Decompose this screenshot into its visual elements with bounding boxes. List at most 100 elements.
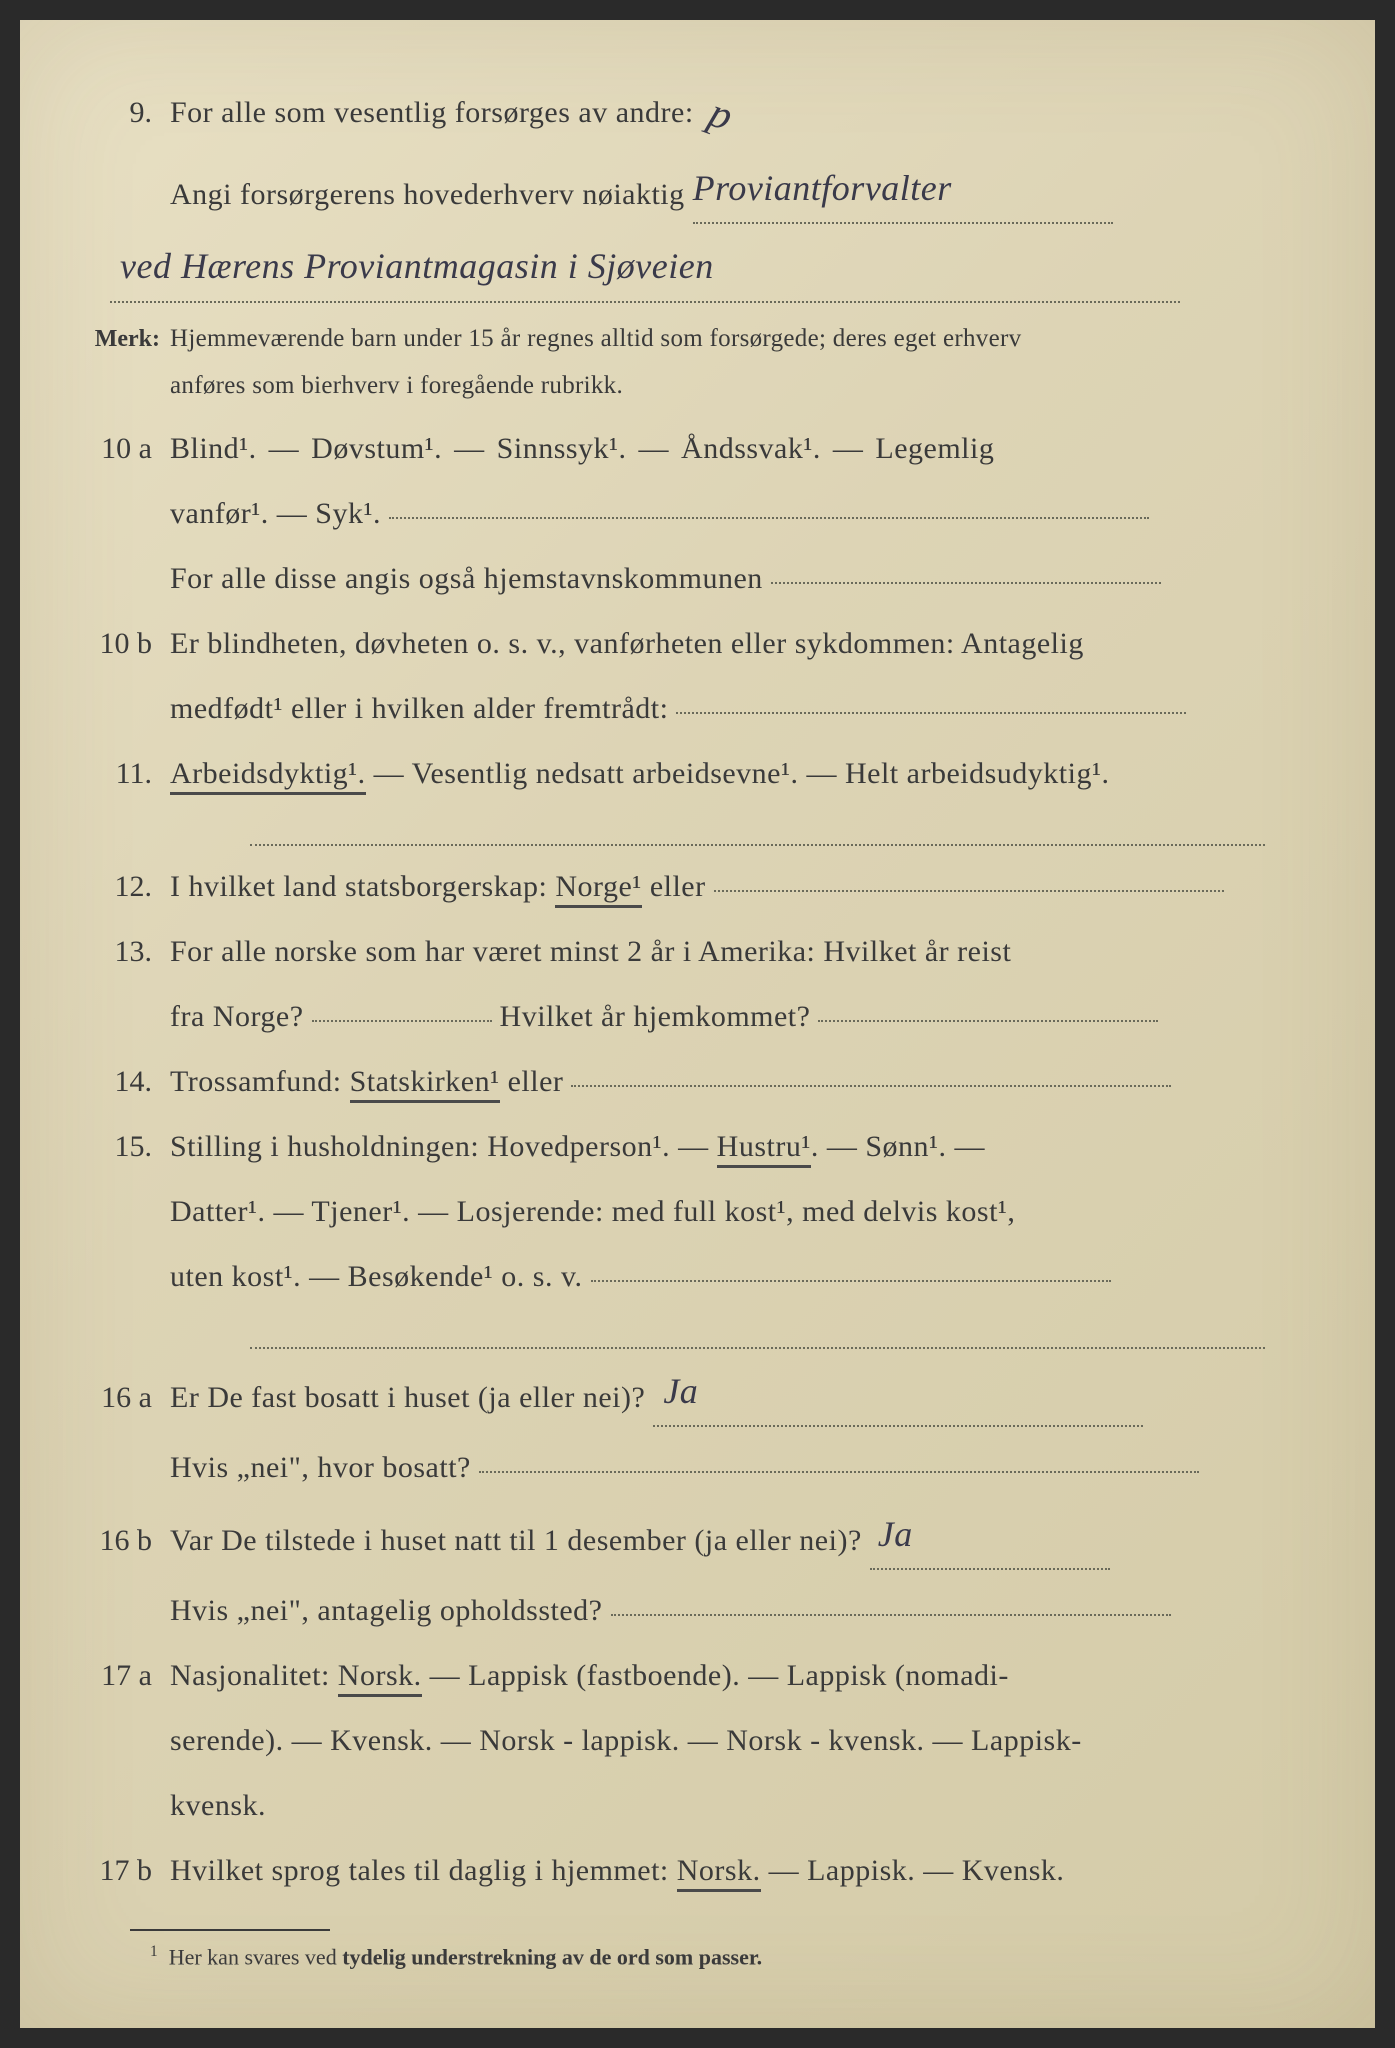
q16a-blank: Ja <box>653 1357 1143 1427</box>
q10a-line1: 10 a Blind¹. — Døvstum¹. — Sinnssyk¹. — … <box>90 420 1305 477</box>
q15-a: Stilling i husholdningen: Hovedperson¹. … <box>170 1130 717 1163</box>
q9-handwriting-1: Proviantforvalter <box>693 154 952 222</box>
q15-line2: Datter¹. — Tjener¹. — Losjerende: med fu… <box>90 1183 1305 1240</box>
q12-a: I hvilket land statsborgerskap: <box>170 870 555 903</box>
q16b-number: 16 b <box>90 1512 170 1569</box>
q13-text2a: fra Norge? <box>170 1000 304 1033</box>
q17a-line2: serende). — Kvensk. — Norsk - lappisk. —… <box>90 1712 1305 1769</box>
q14-number: 14. <box>90 1053 170 1110</box>
q11-rest: — Vesentlig nedsatt arbeidsevne¹. — Helt… <box>366 757 1110 790</box>
q10b-blank <box>676 712 1186 714</box>
q10b-text2: medfødt¹ eller i hvilken alder fremtrådt… <box>170 692 668 725</box>
q10a-line3: For alle disse angis også hjemstavnskomm… <box>90 550 1305 607</box>
q10b-line2: medfødt¹ eller i hvilken alder fremtrådt… <box>90 680 1305 737</box>
q10a-text1: Blind¹. — Døvstum¹. — Sinnssyk¹. — Åndss… <box>170 420 1305 477</box>
q17b-number: 17 b <box>90 1842 170 1899</box>
q15-text2: Datter¹. — Tjener¹. — Losjerende: med fu… <box>170 1183 1305 1240</box>
q16b-blank2 <box>611 1614 1171 1616</box>
merk-label: Merk: <box>90 317 170 363</box>
q14-b: eller <box>508 1065 564 1098</box>
q17b-underlined: Norsk. <box>677 1854 761 1892</box>
q17a-line1: 17 a Nasjonalitet: Norsk. — Lappisk (fas… <box>90 1647 1305 1704</box>
q17b-b: — Lappisk. — Kvensk. <box>761 1854 1065 1887</box>
q17a-a: Nasjonalitet: <box>170 1659 338 1692</box>
q10a-text3: For alle disse angis også hjemstavnskomm… <box>170 562 763 595</box>
q16b-line1: 16 b Var De tilstede i huset natt til 1 … <box>90 1504 1305 1574</box>
q15-b: . — Sønn¹. — <box>811 1130 985 1163</box>
q9-handwriting-2: ved Hærens Proviantmagasin i Sjøveien <box>110 232 714 300</box>
q9-number: 9. <box>90 84 170 141</box>
q9-blank2: Proviantforvalter <box>693 154 1113 224</box>
q15-line1: 15. Stilling i husholdningen: Hovedperso… <box>90 1118 1305 1175</box>
q13-text2b: Hvilket år hjemkommet? <box>500 1000 811 1033</box>
q17a-b: — Lappisk (fastboende). — Lappisk (nomad… <box>422 1659 1009 1692</box>
q10b-text1: Er blindheten, døvheten o. s. v., vanfør… <box>170 615 1305 672</box>
q16b-blank: Ja <box>870 1500 1110 1570</box>
q15-underlined: Hustru¹ <box>717 1130 811 1168</box>
q13-blank2 <box>818 1020 1158 1022</box>
q15-number: 15. <box>90 1118 170 1175</box>
q12-line: 12. I hvilket land statsborgerskap: Norg… <box>90 858 1305 915</box>
q16a-text1: Er De fast bosatt i huset (ja eller nei)… <box>170 1381 645 1414</box>
q10a-text2: vanfør¹. — Syk¹. <box>170 497 381 530</box>
q16a-number: 16 a <box>90 1369 170 1426</box>
q9-handwritten-mark: p <box>697 75 744 157</box>
q12-b: eller <box>650 870 706 903</box>
q16b-text2: Hvis „nei", antagelig opholdssted? <box>170 1594 603 1627</box>
q16b-handwriting: Ja <box>870 1500 913 1568</box>
q10b-number: 10 b <box>90 615 170 672</box>
q10a-blank <box>389 517 1149 519</box>
q17a-text2: serende). — Kvensk. — Norsk - lappisk. —… <box>170 1712 1305 1769</box>
q12-blank <box>714 890 1224 892</box>
q11-line: 11. Arbeidsdyktig¹. — Vesentlig nedsatt … <box>90 745 1305 802</box>
q9-blank3: ved Hærens Proviantmagasin i Sjøveien <box>110 232 1180 302</box>
q14-underlined: Statskirken¹ <box>350 1065 500 1103</box>
q17a-line3: kvensk. <box>90 1777 1305 1834</box>
footnote-text: Her kan svares ved tydelig understreknin… <box>169 1945 762 1970</box>
q14-blank <box>571 1085 1171 1087</box>
q16b-line2: Hvis „nei", antagelig opholdssted? <box>90 1582 1305 1639</box>
q9-line2: Angi forsørgerens hovederhverv nøiaktig … <box>90 158 1305 228</box>
q11-blank-line <box>250 810 1265 846</box>
q13-line1: 13. For alle norske som har været minst … <box>90 923 1305 980</box>
q9-line1: 9. For alle som vesentlig forsørges av a… <box>90 70 1305 150</box>
q13-text1: For alle norske som har været minst 2 år… <box>170 923 1305 980</box>
merk-text2: anføres som bierhverv i foregående rubri… <box>170 362 1305 410</box>
q13-number: 13. <box>90 923 170 980</box>
census-form-page: 9. For alle som vesentlig forsørges av a… <box>20 20 1375 2028</box>
q10a-blank2 <box>771 582 1161 584</box>
q11-number: 11. <box>90 745 170 802</box>
q17a-text3: kvensk. <box>170 1777 1305 1834</box>
footnote-rule <box>130 1929 330 1931</box>
q9-text1: For alle som vesentlig forsørges av andr… <box>170 96 694 129</box>
q16a-blank2 <box>479 1471 1199 1473</box>
q16a-handwriting: Ja <box>653 1357 698 1425</box>
q17a-underlined: Norsk. <box>338 1659 422 1697</box>
q14-line: 14. Trossamfund: Statskirken¹ eller <box>90 1053 1305 1110</box>
q10a-line2: vanfør¹. — Syk¹. <box>90 485 1305 542</box>
merk-row: Merk: Hjemmeværende barn under 15 år reg… <box>90 315 1305 363</box>
q12-number: 12. <box>90 858 170 915</box>
q15-blank <box>591 1280 1111 1282</box>
footnote: 1 Her kan svares ved tydelig understrekn… <box>150 1943 1305 1970</box>
q17b-a: Hvilket sprog tales til daglig i hjemmet… <box>170 1854 677 1887</box>
q11-underlined: Arbeidsdyktig¹. <box>170 757 366 795</box>
merk-text1: Hjemmeværende barn under 15 år regnes al… <box>170 315 1305 363</box>
q17a-number: 17 a <box>90 1647 170 1704</box>
q15-text3: uten kost¹. — Besøkende¹ o. s. v. <box>170 1260 583 1293</box>
q9-line3: ved Hærens Proviantmagasin i Sjøveien <box>90 236 1305 306</box>
q14-a: Trossamfund: <box>170 1065 350 1098</box>
q13-line2: fra Norge? Hvilket år hjemkommet? <box>90 988 1305 1045</box>
q12-underlined: Norge¹ <box>555 870 641 908</box>
q15-line3: uten kost¹. — Besøkende¹ o. s. v. <box>90 1248 1305 1305</box>
q16b-text1: Var De tilstede i huset natt til 1 desem… <box>170 1524 862 1557</box>
q16a-text2: Hvis „nei", hvor bosatt? <box>170 1451 471 1484</box>
q16a-line1: 16 a Er De fast bosatt i huset (ja eller… <box>90 1361 1305 1431</box>
q15-blank-line <box>250 1313 1265 1349</box>
q10a-number: 10 a <box>90 420 170 477</box>
footnote-marker: 1 <box>150 1943 158 1960</box>
q9-text2: Angi forsørgerens hovederhverv nøiaktig <box>170 178 685 211</box>
q16a-line2: Hvis „nei", hvor bosatt? <box>90 1439 1305 1496</box>
q13-blank1 <box>312 1020 492 1022</box>
merk-row2: anføres som bierhverv i foregående rubri… <box>90 362 1305 410</box>
